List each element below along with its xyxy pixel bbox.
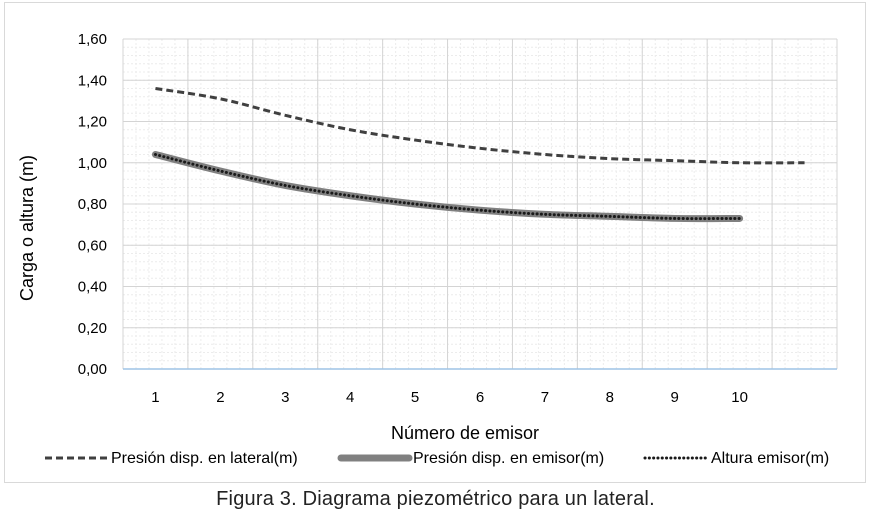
x-tick-label: 8 <box>606 389 614 406</box>
legend-entry-altura-emisor: Altura emisor(m) <box>643 450 829 467</box>
x-tick-labels: 1 2 3 4 5 6 7 8 9 10 <box>151 389 748 406</box>
legend-entry-presion-emisor: Presión disp. en emisor(m) <box>337 450 604 467</box>
x-tick-label: 3 <box>281 389 289 406</box>
x-tick-label: 5 <box>411 389 419 406</box>
y-tick-label: 0,00 <box>78 361 107 378</box>
y-tick-label: 1,60 <box>78 31 107 48</box>
x-tick-label: 9 <box>671 389 679 406</box>
figure-caption: Figura 3. Diagrama piezométrico para un … <box>216 488 655 510</box>
legend-label: Altura emisor(m) <box>711 450 829 467</box>
y-tick-label: 1,00 <box>78 155 107 172</box>
y-tick-label: 0,80 <box>78 196 107 213</box>
legend-label: Presión disp. en emisor(m) <box>413 450 604 467</box>
series-line-presion-lateral <box>155 87 805 165</box>
series-lines <box>151 87 805 223</box>
x-axis-title: Número de emisor <box>391 423 539 443</box>
y-tick-label: 1,40 <box>78 72 107 89</box>
y-tick-label: 1,20 <box>78 114 107 131</box>
y-tick-label: 0,20 <box>78 320 107 337</box>
y-tick-label: 0,40 <box>78 279 107 296</box>
x-tick-label: 2 <box>216 389 224 406</box>
grid-lines <box>122 38 838 370</box>
x-tick-label: 1 <box>151 389 159 406</box>
y-tick-label: 0,60 <box>78 237 107 254</box>
legend-entry-presion-lateral: Presión disp. en lateral(m) <box>45 450 298 467</box>
y-axis-title: Carga o altura (m) <box>17 155 37 301</box>
x-tick-label: 4 <box>346 389 354 406</box>
x-tick-label: 7 <box>541 389 549 406</box>
x-tick-label: 6 <box>476 389 484 406</box>
chart-frame: 0,00 0,20 0,40 0,60 0,80 1,00 1,20 1,40 1,60 1 2 3… <box>4 2 866 483</box>
legend: Presión disp. en lateral(m) Presión disp.… <box>45 450 829 467</box>
x-tick-label: 10 <box>731 389 748 406</box>
chart-plot: 0,00 0,20 0,40 0,60 0,80 1,00 1,20 1,40 1,60 1 2 3… <box>17 31 838 467</box>
legend-label: Presión disp. en lateral(m) <box>111 450 298 467</box>
y-tick-labels: 0,00 0,20 0,40 0,60 0,80 1,00 1,20 1,40 1,60 <box>78 31 107 378</box>
series-line-altura-emisor <box>153 153 742 221</box>
